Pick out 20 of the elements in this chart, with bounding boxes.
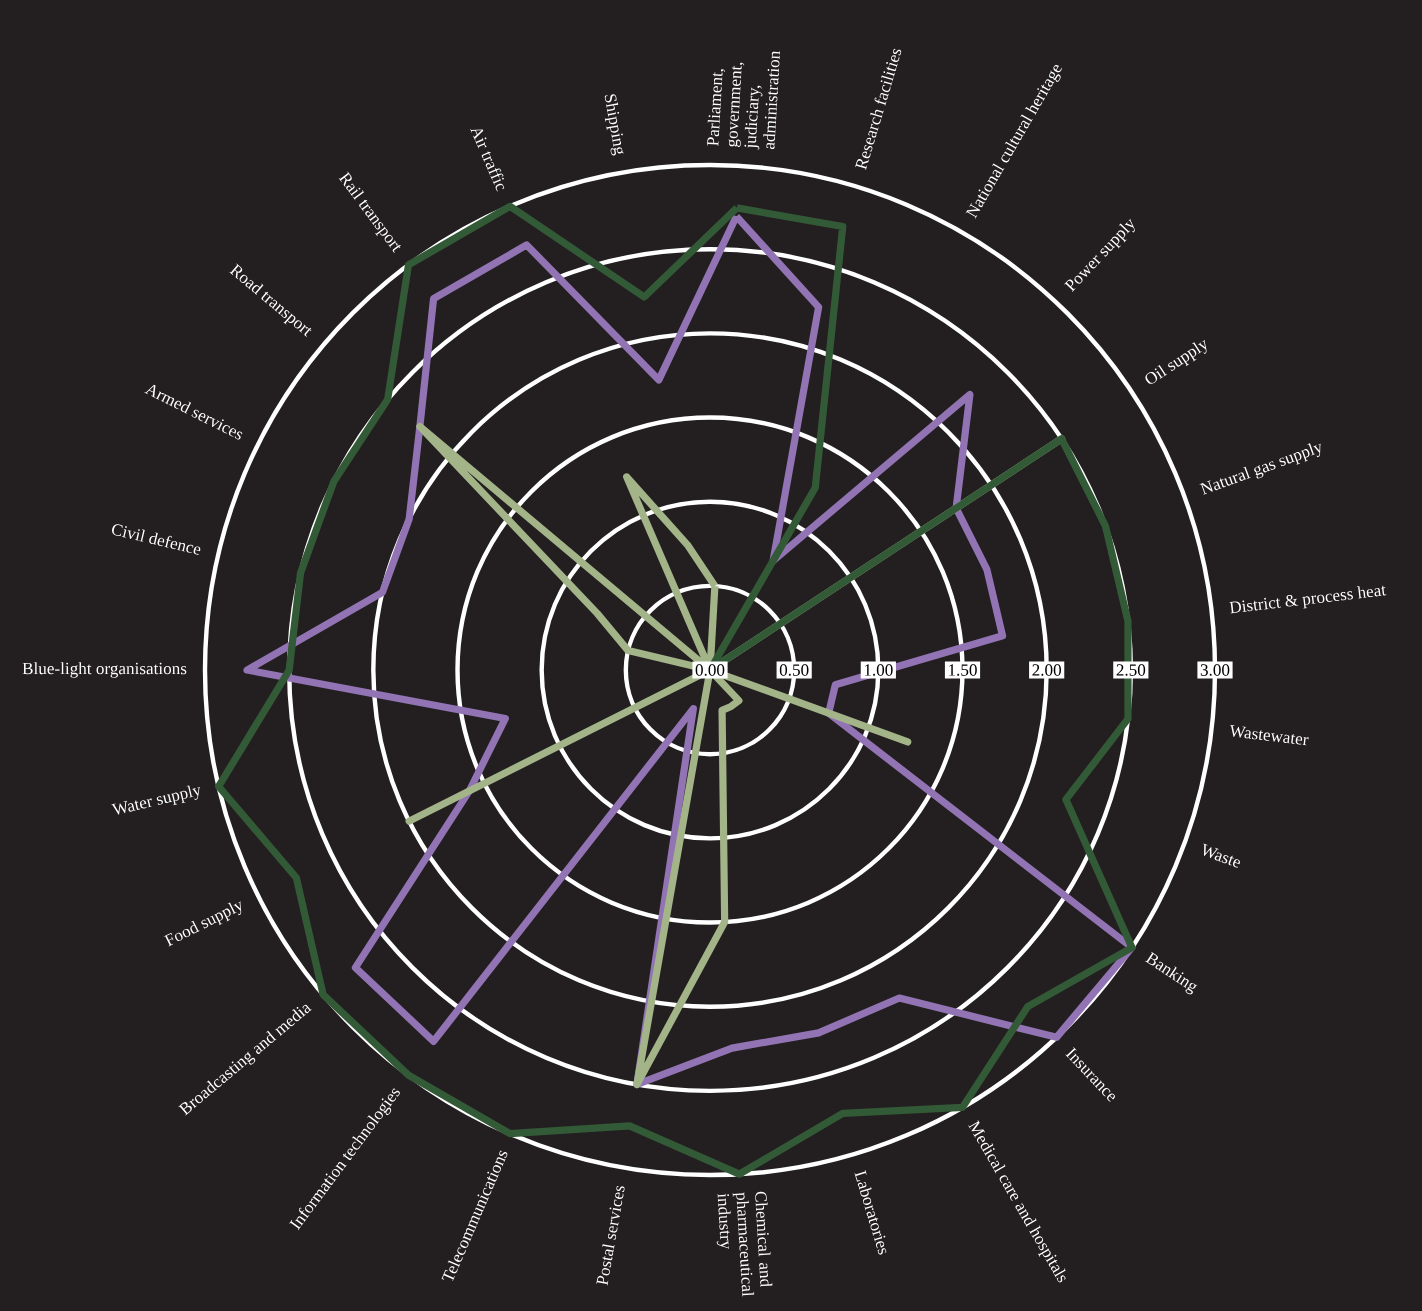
spoke-label: Waste — [1203, 843, 1240, 868]
spoke-label: Postal services — [596, 1186, 625, 1286]
y-tick-label: 1.50 — [949, 664, 977, 676]
spoke-label: District & process heat — [1229, 585, 1387, 614]
spoke-label: Wastewater — [1230, 725, 1309, 746]
spoke-label: Food supply — [163, 901, 242, 947]
spoke-label: Natural gas supply — [1199, 443, 1322, 495]
y-tick-label: 2.50 — [1116, 664, 1146, 676]
y-tick-label: 3.00 — [1200, 664, 1230, 676]
spoke-label: Parliament, government, judiciary, administration — [707, 51, 781, 150]
y-tick-label: 2.00 — [1032, 664, 1061, 676]
spoke-label: Water supply — [111, 785, 201, 815]
spoke-label: Civil defence — [112, 524, 201, 555]
spoke-label: Air traffic — [470, 129, 505, 192]
spoke-label: Research facilities — [855, 48, 902, 171]
y-tick-label: 0.50 — [779, 664, 809, 676]
spoke-label: Chemical and pharmaceutical industry — [716, 1191, 773, 1297]
spoke-label: Shipping — [604, 94, 624, 156]
y-tick-label: 1.00 — [864, 664, 893, 676]
spoke-label: Blue-light organisations — [22, 662, 187, 678]
